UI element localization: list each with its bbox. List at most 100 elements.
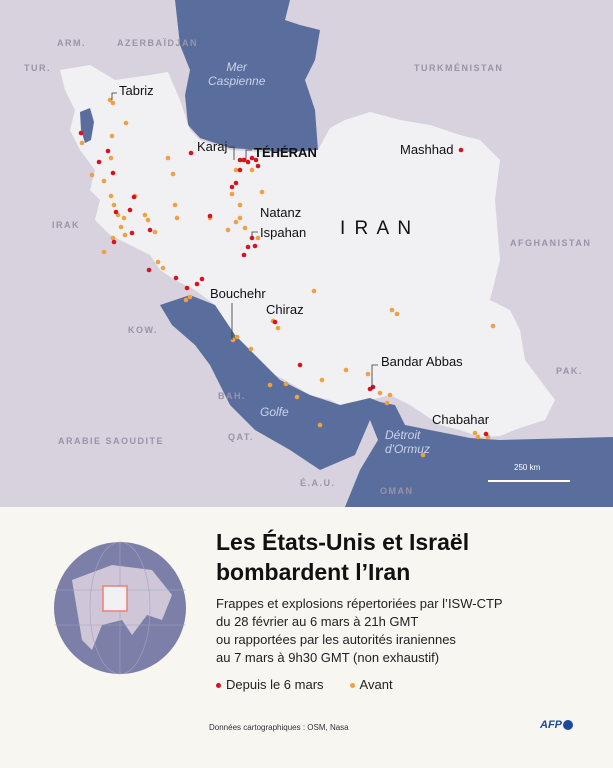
strike-dot-before [490,323,496,329]
strike-dot-before [165,155,171,161]
sea-label-caspian: Mer Caspienne [208,60,266,88]
strike-dot-recent [188,150,194,156]
strike-dot-recent [253,157,259,163]
legend-item-recent: Depuis le 6 mars [216,677,324,692]
strike-dot-before [259,189,265,195]
logo-text: AFP [540,719,562,731]
globe-locator [54,541,186,675]
subtitle-line: ou rapportées par les autorités iranienn… [216,632,456,647]
subtitle-line: Frappes et explosions répertoriées par l… [216,596,503,611]
country-label: PAK. [556,366,583,376]
strike-dot-before [317,422,323,428]
credit: Données cartographiques : OSM, Nasa [209,723,349,732]
strike-dot-recent [245,159,251,165]
city-label-ispahan: Ispahan [260,225,307,240]
strike-dot-recent [207,213,213,219]
strike-dot-recent [96,159,102,165]
strike-dot-before [384,400,390,406]
strike-dot-before [110,235,116,241]
strike-dot-recent [147,227,153,233]
strike-dot-before [145,217,151,223]
caspian-sea [175,0,320,152]
strike-dot-before [248,346,254,352]
strike-dot-recent [241,252,247,258]
strike-dot-recent [249,155,255,161]
strike-dot-recent [272,319,278,325]
strike-dot-before [267,382,273,388]
strike-dot-recent [483,431,489,437]
red-dot-icon [216,683,221,689]
strike-dot-before [89,172,95,178]
country-label: ARM. [57,38,86,48]
country-label: AFGHANISTAN [510,238,592,248]
scale-label: 250 km [514,463,541,472]
strike-dot-before [311,288,317,294]
strike-dot-before [79,140,85,146]
subtitle-line: au 7 mars à 9h30 GMT (non exhaustif) [216,650,440,665]
strike-dot-before [233,167,239,173]
strike-dot-before [101,178,107,184]
strike-dot-recent [131,194,137,200]
strike-dot-recent [111,239,117,245]
strike-dot-before [160,265,166,271]
country-label: É.A.U. [300,478,336,488]
iran-land [60,65,555,437]
map: ARM. AZERBAÏDJAN TUR. TURKMÉNISTAN IRAK … [0,0,613,507]
strike-dot-recent [245,244,251,250]
strike-dot-recent [370,384,376,390]
strike-dot-before [475,434,481,440]
strike-dot-before [237,215,243,221]
strike-dot-before [108,155,114,161]
country-label-iran: I R A N [340,218,414,239]
country-label: TURKMÉNISTAN [414,63,504,73]
legend: Depuis le 6 mars Avant [216,677,393,692]
strike-dot-before [242,225,248,231]
strike-dot-recent [146,267,152,273]
strike-dot-before [107,97,113,103]
strike-dot-before [155,259,161,265]
city-label-bouchehr: Bouchehr [210,286,266,301]
strike-dot-before [118,224,124,230]
country-label: TUR. [24,63,51,73]
strike-dot-before [377,390,383,396]
strike-dot-before [319,377,325,383]
legend-item-before: Avant [349,677,393,692]
strike-dot-before [109,133,115,139]
country-label: IRAK [52,220,80,230]
country-label: OMAN [380,486,414,496]
strike-dot-recent [105,148,111,154]
strike-dot-recent [252,243,258,249]
strike-dot-recent [229,184,235,190]
strike-dot-before [294,394,300,400]
strike-dot-recent [129,230,135,236]
strike-dot-recent [237,167,243,173]
country-label: AZERBAÏDJAN [117,38,199,48]
strike-dot-before [122,232,128,238]
strike-dot-before [142,212,148,218]
strike-dot-before [472,430,478,436]
strike-dot-before [420,452,426,458]
strike-dot-before [110,100,116,106]
city-label-bandar-abbas: Bandar Abbas [381,354,463,369]
strike-dot-recent [297,362,303,368]
strike-dot-before [121,215,127,221]
city-label-chiraz: Chiraz [266,302,304,317]
strike-dot-recent [233,180,239,186]
city-label-mashhad: Mashhad [400,142,454,157]
strike-dot-recent [113,209,119,215]
page-title: Les États-Unis et Israël bombardent l’Ir… [216,529,470,585]
subtitle-line: du 28 février au 6 mars à 21h GMT [216,614,419,629]
strike-dot-recent [184,285,190,291]
sea-label-hormuz: Détroit d'Ormuz [385,428,430,456]
strike-dot-recent [127,207,133,213]
lake-urmia [80,108,94,143]
locator-box [102,585,128,612]
strike-dot-before [170,171,176,177]
strike-dot-recent [173,275,179,281]
strike-dot-recent [194,281,200,287]
strike-dot-recent [78,130,84,136]
country-label: ARABIE SAOUDITE [58,436,165,446]
strike-dot-before [249,167,255,173]
city-label-chabahar: Chabahar [432,412,490,427]
strike-dot-before [101,249,107,255]
